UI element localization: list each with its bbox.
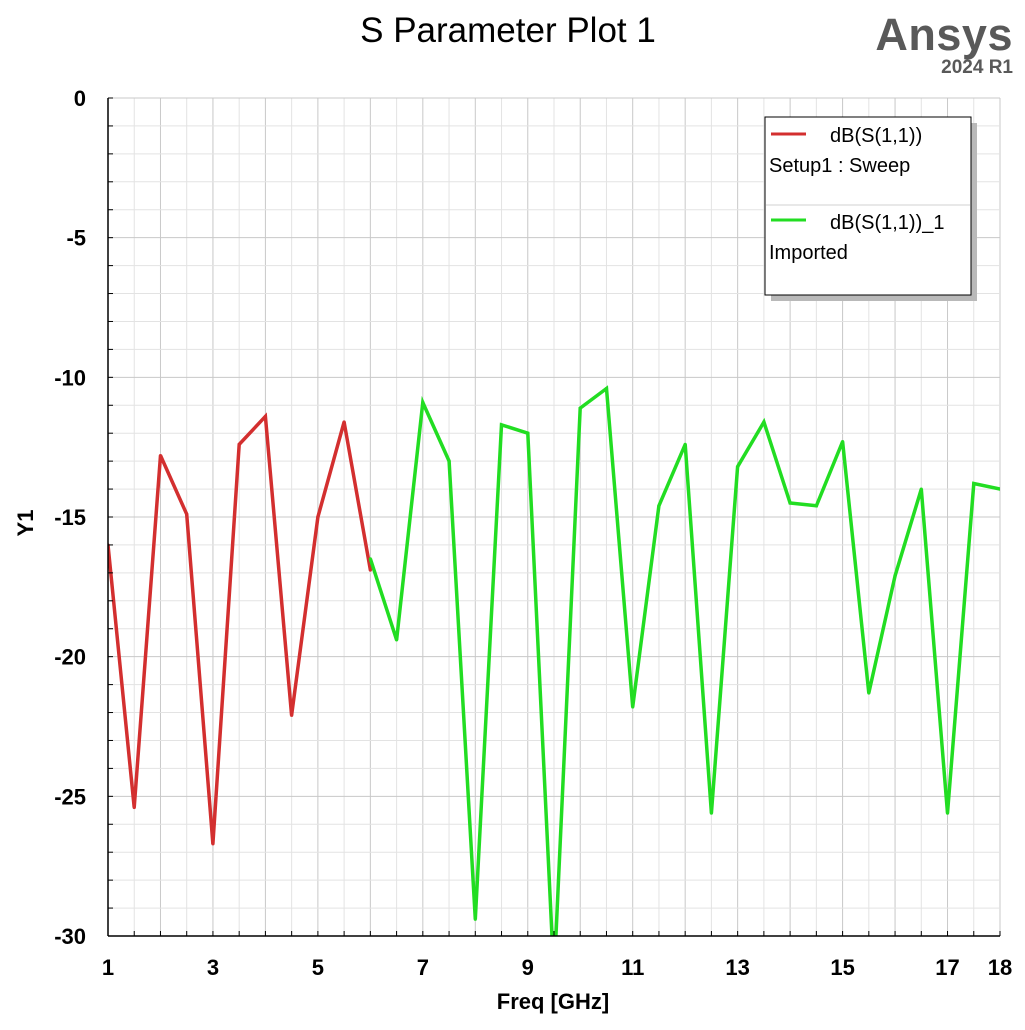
series-2-point <box>998 487 1000 491</box>
x-tick-label: 7 <box>417 955 429 980</box>
legend-box <box>764 116 972 296</box>
x-tick-label: 13 <box>725 955 749 980</box>
y-axis-label: Y1 <box>13 510 38 537</box>
tick-labels: 1 3 5 7 9 11 13 15 17 180-5-10-15-20-25-30 <box>54 86 1012 980</box>
legend-series-name-1: dB(S(1,1)) <box>830 125 922 147</box>
series-2-point <box>919 487 923 491</box>
series-2-point <box>473 917 477 921</box>
series-2-point <box>368 557 372 561</box>
y-tick-label: -15 <box>54 505 86 530</box>
x-tick-label: 9 <box>522 955 534 980</box>
legend-series-name-2: dB(S(1,1))_1 <box>830 212 945 234</box>
series-2-point <box>814 504 818 508</box>
series-1-point <box>290 713 294 717</box>
series-2-point <box>683 442 687 446</box>
series-1-point <box>237 442 241 446</box>
series-2-point <box>840 439 845 444</box>
series-2-point <box>972 481 976 486</box>
series-2-point <box>736 465 740 469</box>
brand-version: 2024 R1 <box>941 57 1013 78</box>
series-2-point <box>394 638 399 642</box>
series-2-point <box>526 431 530 435</box>
x-tick-label: 5 <box>312 955 324 980</box>
x-tick-label: 11 <box>621 955 644 980</box>
legend-series-source-2: Imported <box>769 242 848 264</box>
series-2-point <box>552 976 555 979</box>
series-2-point <box>657 504 661 508</box>
series-2-point <box>604 386 609 391</box>
series-1-point <box>185 512 189 516</box>
series-1-point <box>132 805 136 810</box>
x-tick-label: 15 <box>830 955 854 980</box>
series-1-point <box>316 515 320 519</box>
series-2-point <box>578 406 582 410</box>
x-tick-label: 1 <box>102 955 114 980</box>
series-1-point <box>368 568 372 572</box>
series-2-point <box>893 574 897 578</box>
series-2-point <box>762 420 766 424</box>
series-1-point <box>342 420 346 424</box>
y-tick-label: 0 <box>74 86 86 111</box>
series-2-point <box>499 423 504 427</box>
x-tick-label: 18 <box>988 955 1012 980</box>
y-tick-label: -30 <box>54 924 86 949</box>
series-1-point <box>263 414 268 419</box>
series-1-point <box>158 453 163 458</box>
legend[interactable]: dB(S(1,1)) Setup1 : Sweep dB(S(1,1))_1 I… <box>764 116 977 301</box>
x-tick-label: 3 <box>207 955 219 980</box>
ansys-logo: Ansys 2024 R1 <box>875 12 1013 78</box>
y-tick-label: -5 <box>66 226 86 251</box>
series-1-point <box>211 842 215 846</box>
series-2-point <box>945 811 950 815</box>
series-2-point <box>709 811 714 815</box>
series-2-point <box>788 501 792 505</box>
series-2-point <box>867 691 871 695</box>
series-2-point <box>631 705 635 709</box>
y-tick-label: -25 <box>54 784 86 809</box>
x-axis-label: Freq [GHz] <box>497 989 609 1014</box>
legend-series-source-1: Setup1 : Sweep <box>769 155 910 177</box>
y-tick-label: -20 <box>54 645 86 670</box>
series-layer <box>108 385 1000 979</box>
x-tick-label: 17 <box>935 955 959 980</box>
brand-name: Ansys <box>875 9 1013 60</box>
series-2-point <box>421 400 425 405</box>
chart-title: S Parameter Plot 1 <box>360 11 656 50</box>
series-2-point <box>447 459 451 463</box>
y-tick-label: -10 <box>54 365 86 390</box>
